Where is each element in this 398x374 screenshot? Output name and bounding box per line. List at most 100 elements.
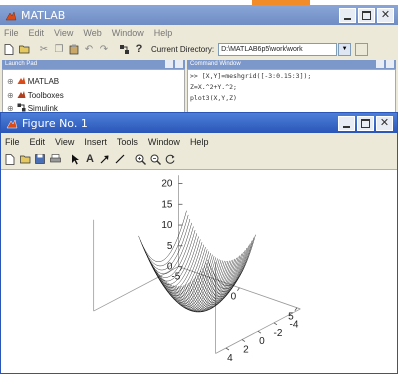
print-icon[interactable]	[49, 153, 61, 165]
mesh-line	[160, 251, 210, 303]
insert-line-icon[interactable]	[114, 153, 126, 165]
new-figure-icon[interactable]	[4, 153, 16, 165]
command-window-title: Command Window	[190, 61, 241, 67]
undo-icon[interactable]: ↶	[84, 43, 94, 55]
figure-menubar: File Edit View Insert Tools Window Help	[1, 135, 397, 148]
mesh-line	[198, 247, 248, 300]
command-line: plot3(X,Y,Z)	[190, 94, 237, 102]
insert-text-icon[interactable]: A	[86, 153, 94, 165]
figure-maximize-button[interactable]	[357, 116, 374, 131]
mesh-line	[162, 253, 211, 305]
figure-close-button[interactable]: ✕	[376, 116, 393, 131]
launch-pad-close-icon[interactable]	[175, 60, 183, 68]
orange-tab	[252, 0, 310, 5]
y-tick-label: -4	[289, 319, 298, 330]
mesh-line	[174, 260, 223, 312]
figure-menu-help[interactable]: Help	[189, 136, 209, 147]
figure-menu-view[interactable]: View	[55, 136, 75, 147]
current-dir-input[interactable]: D:\MATLAB6p5\work\work	[218, 42, 338, 56]
matlab-window: MATLAB ✕ File Edit View Web Window Help …	[0, 5, 398, 120]
launch-pad-title: Launch Pad	[5, 61, 38, 67]
launch-item-simulink[interactable]: ⊕ Simulink	[7, 103, 58, 114]
simulink-icon[interactable]	[118, 43, 130, 55]
y-tick-label: -2	[273, 328, 282, 339]
y-tick	[289, 314, 294, 317]
matlab-logo-icon	[5, 9, 17, 21]
launch-pad-undock-icon[interactable]	[165, 60, 173, 68]
menu-edit[interactable]: Edit	[28, 28, 45, 38]
y-tick-label: 0	[259, 336, 265, 347]
x-tick	[294, 307, 298, 311]
copy-icon[interactable]: ❐	[54, 43, 64, 55]
figure-window: Figure No. 1 ✕ File Edit View Insert Too…	[0, 112, 398, 374]
mesh-line	[202, 243, 251, 295]
launch-item-matlab[interactable]: ⊕ MATLAB	[7, 76, 59, 87]
menu-web[interactable]: Web	[83, 28, 102, 38]
command-window-panel[interactable]	[187, 69, 396, 120]
x-tick	[179, 267, 183, 271]
z-tick-label: 10	[161, 220, 173, 231]
figure-minimize-button[interactable]	[338, 116, 355, 131]
axes-box-edge	[178, 266, 301, 310]
z-tick-label: 0	[167, 262, 173, 273]
figure-menu-insert[interactable]: Insert	[84, 136, 107, 147]
menu-help[interactable]: Help	[153, 28, 173, 38]
maximize-icon	[361, 119, 370, 128]
redo-icon[interactable]: ↷	[99, 43, 109, 55]
mesh-line	[138, 210, 187, 262]
matlab-titlebar[interactable]: MATLAB ✕	[0, 5, 398, 25]
mesh-line	[200, 245, 249, 297]
expand-icon[interactable]: ⊕	[7, 91, 14, 100]
figure-menu-window[interactable]: Window	[147, 136, 180, 147]
figure-menu-file[interactable]: File	[5, 136, 20, 147]
menu-window[interactable]: Window	[111, 28, 144, 38]
insert-arrow-icon[interactable]	[99, 153, 111, 165]
figure-toolbar: A	[1, 151, 397, 167]
toolbox-icon	[17, 90, 26, 101]
rotate-3d-icon[interactable]	[164, 153, 176, 165]
menu-view[interactable]: View	[54, 28, 74, 38]
matlab-small-icon	[17, 76, 26, 87]
close-button[interactable]: ✕	[377, 8, 394, 23]
launch-item-toolboxes[interactable]: ⊕ Toolboxes	[7, 90, 64, 101]
axes-area[interactable]: 0 5 10 15 20 -5 0 5 -4 -2 0 2 4	[1, 170, 397, 373]
close-icon: ✕	[379, 117, 390, 129]
help-icon[interactable]: ?	[135, 43, 143, 55]
zoom-in-icon[interactable]	[134, 153, 146, 165]
mesh-line	[139, 214, 189, 267]
figure-titlebar[interactable]: Figure No. 1 ✕	[1, 113, 397, 133]
browse-dir-button[interactable]	[355, 42, 369, 56]
maximize-button[interactable]	[358, 8, 375, 23]
zoom-out-icon[interactable]	[149, 153, 161, 165]
command-window-undock-icon[interactable]	[376, 60, 384, 68]
x-tick-label: 0	[231, 292, 237, 303]
command-window-header: Command Window	[187, 60, 396, 69]
chevron-down-icon: ▼	[341, 46, 348, 52]
mesh-line	[167, 257, 217, 309]
cut-icon[interactable]: ✂	[39, 43, 49, 55]
menu-file[interactable]: File	[4, 28, 19, 38]
mesh-line	[203, 240, 253, 292]
figure-menu-edit[interactable]: Edit	[29, 136, 46, 147]
minimize-button[interactable]	[339, 8, 356, 23]
select-arrow-icon[interactable]	[69, 153, 81, 165]
command-window-close-icon[interactable]	[386, 60, 394, 68]
minimize-icon	[344, 17, 351, 20]
dir-dropdown-button[interactable]: ▼	[338, 42, 352, 56]
save-icon[interactable]	[34, 153, 46, 165]
mesh-line	[207, 234, 256, 286]
mesh-line	[186, 258, 236, 311]
z-tick-label: 20	[161, 179, 173, 190]
figure-menu-tools[interactable]: Tools	[116, 136, 138, 147]
expand-icon[interactable]: ⊕	[7, 77, 14, 86]
mesh-line	[191, 255, 241, 307]
new-file-icon[interactable]	[3, 43, 15, 55]
open-folder-icon[interactable]	[18, 43, 30, 55]
open-icon[interactable]	[19, 153, 31, 165]
command-line: Z=X.^2+Y.^2;	[190, 83, 237, 91]
figure-icon	[6, 117, 18, 129]
paste-icon[interactable]	[68, 43, 80, 55]
expand-icon[interactable]: ⊕	[7, 104, 14, 113]
launch-item-matlab-label: MATLAB	[27, 77, 60, 86]
